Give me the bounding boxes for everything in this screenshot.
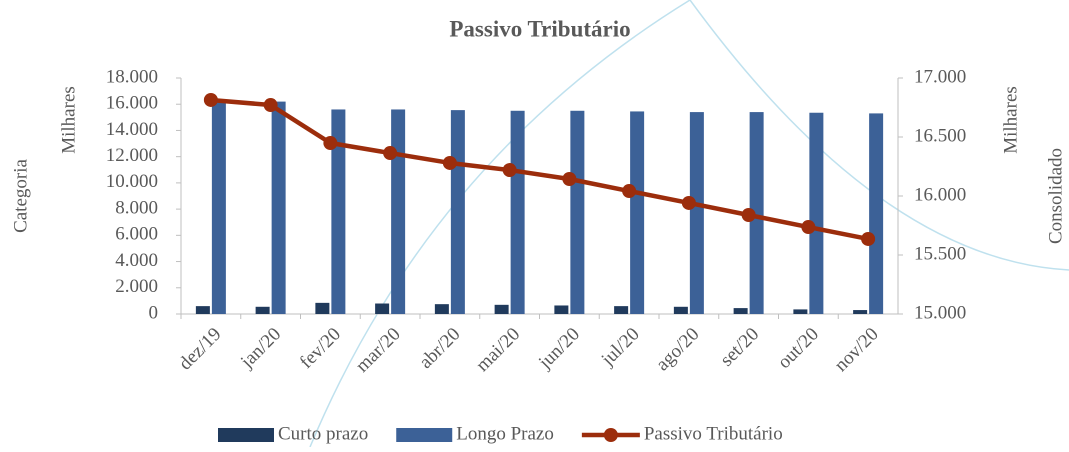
line-point — [323, 136, 338, 151]
line-point — [741, 207, 756, 222]
bar — [255, 306, 270, 314]
bar — [853, 310, 868, 314]
y-tick-label: 0 — [149, 302, 159, 323]
x-tick-label: jan/20 — [236, 324, 285, 373]
y2-tick-label: 16.000 — [914, 184, 966, 205]
bar — [869, 113, 884, 315]
bar — [375, 303, 390, 314]
line-point — [502, 163, 517, 178]
x-tick-label: jun/20 — [534, 324, 584, 374]
x-tick-label: mai/20 — [472, 324, 524, 376]
bar — [391, 109, 406, 314]
bar — [211, 100, 226, 315]
bar — [434, 304, 449, 314]
y-tick-label: 12.000 — [106, 145, 158, 166]
bar — [315, 302, 330, 314]
y2-tick-label: 16.500 — [914, 125, 966, 146]
bar — [570, 110, 585, 315]
y-tick-label: 10.000 — [106, 171, 158, 192]
decoration — [309, 0, 691, 448]
y-tick-label: 2.000 — [115, 276, 158, 297]
bar — [614, 306, 629, 314]
chart-title: Passivo Tributário — [449, 16, 630, 41]
line-point — [681, 195, 696, 210]
line-point — [263, 98, 278, 113]
bar — [271, 101, 286, 314]
y-tick-label: 18.000 — [106, 66, 158, 87]
line-point — [383, 146, 398, 161]
y-axis-title: Milhares — [58, 86, 79, 154]
line — [210, 97, 869, 242]
bar — [630, 111, 645, 314]
bar — [494, 304, 509, 314]
x-tick-label: fev/20 — [296, 324, 345, 373]
x-tick-label: abr/20 — [415, 324, 464, 373]
y-tick-label: 6.000 — [115, 224, 158, 245]
bar — [673, 306, 688, 314]
x-tick-label: ago/20 — [652, 324, 703, 375]
legend-swatch — [396, 428, 453, 442]
x-tick-label: nov/20 — [831, 324, 883, 376]
line-point — [442, 155, 457, 170]
legend-swatch — [603, 428, 618, 442]
line-point — [801, 220, 816, 235]
y2-tick-label: 17.000 — [914, 66, 966, 87]
bar — [331, 109, 346, 314]
x-tick-label: jul/20 — [597, 324, 644, 371]
y2-axis-title-outer: Consolidado — [1045, 148, 1066, 244]
legend-label: Curto prazo — [278, 423, 368, 444]
y-tick-label: 4.000 — [115, 250, 158, 271]
y-tick-label: 16.000 — [106, 93, 158, 114]
y2-tick-label: 15.500 — [914, 243, 966, 264]
x-tick-label: set/20 — [716, 324, 763, 371]
bar — [749, 112, 764, 314]
y-tick-label: 14.000 — [106, 119, 158, 140]
bar — [733, 308, 748, 314]
line-point — [622, 184, 637, 199]
line-point — [203, 92, 218, 107]
legend-label: Longo Prazo — [456, 423, 554, 444]
x-tick-label: dez/19 — [175, 324, 226, 375]
y2-tick-label: 15.000 — [914, 302, 966, 323]
legend-label: Passivo Tributário — [644, 423, 783, 444]
x-axis-title: Categoria — [10, 159, 31, 233]
bar — [195, 306, 210, 314]
x-tick-label: mar/20 — [352, 324, 405, 377]
legend-swatch — [218, 428, 274, 442]
bar — [510, 110, 525, 315]
bar — [809, 112, 824, 314]
y2-axis-title: Milhares — [1000, 86, 1021, 154]
line-point — [562, 172, 577, 187]
bar — [793, 309, 808, 314]
x-tick-label: out/20 — [774, 324, 823, 373]
bar — [689, 112, 704, 314]
bar — [450, 110, 465, 314]
bar — [554, 305, 569, 314]
y-tick-label: 8.000 — [115, 197, 158, 218]
line-point — [861, 231, 876, 246]
